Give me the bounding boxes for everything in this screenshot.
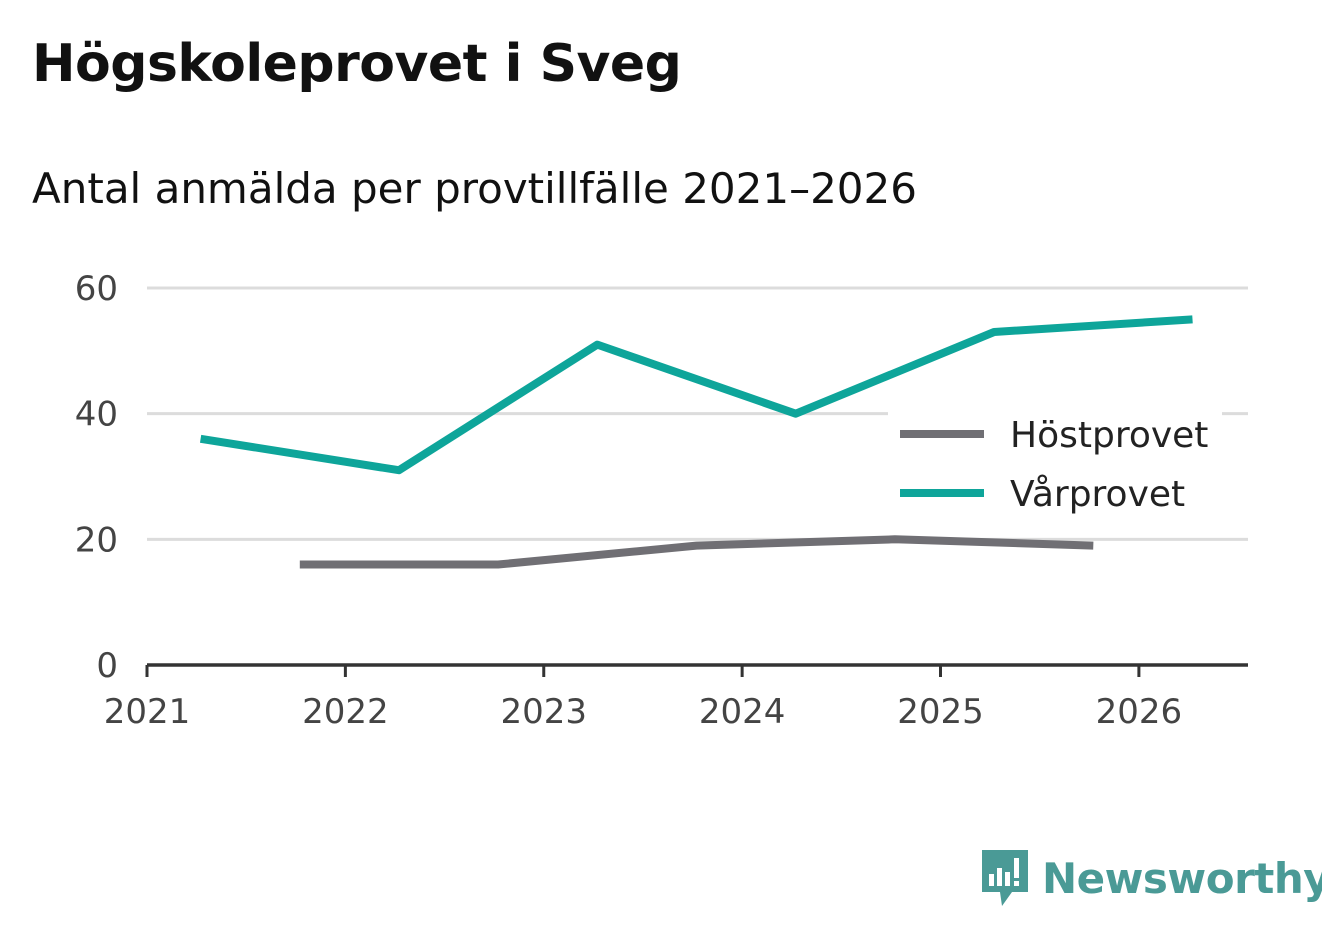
x-axis: 2021 2022 2023 2024 2025 2026 xyxy=(104,663,1248,732)
y-axis: 0 20 40 60 xyxy=(75,269,118,686)
y-tick-label: 20 xyxy=(75,520,118,560)
legend: Höstprovet Vårprovet xyxy=(888,404,1222,522)
series-line-1 xyxy=(299,535,1094,569)
x-tick-label: 2026 xyxy=(1096,692,1183,732)
x-tick-label: 2022 xyxy=(302,692,389,732)
legend-label-1: Höstprovet xyxy=(1010,415,1208,456)
chart-subtitle: Antal anmälda per provtillfälle 2021–202… xyxy=(32,164,917,213)
x-tick-label: 2024 xyxy=(699,692,786,732)
x-tick-label: 2025 xyxy=(897,692,984,732)
series-line-2 xyxy=(199,315,1193,475)
brand-name: Newsworthy xyxy=(1042,853,1322,903)
newsworthy-logo-icon xyxy=(982,850,1028,906)
y-tick-label: 40 xyxy=(75,395,118,435)
x-tick-label: 2023 xyxy=(500,692,587,732)
y-tick-label: 0 xyxy=(96,646,118,686)
series-lines xyxy=(199,315,1193,569)
x-tick-label: 2021 xyxy=(104,692,191,732)
y-tick-label: 60 xyxy=(75,269,118,309)
brand-logo: Newsworthy xyxy=(980,848,1322,908)
chart-title: Högskoleprovet i Sveg xyxy=(32,34,682,94)
legend-label-2: Vårprovet xyxy=(1010,474,1185,515)
legend-box xyxy=(888,404,1222,522)
